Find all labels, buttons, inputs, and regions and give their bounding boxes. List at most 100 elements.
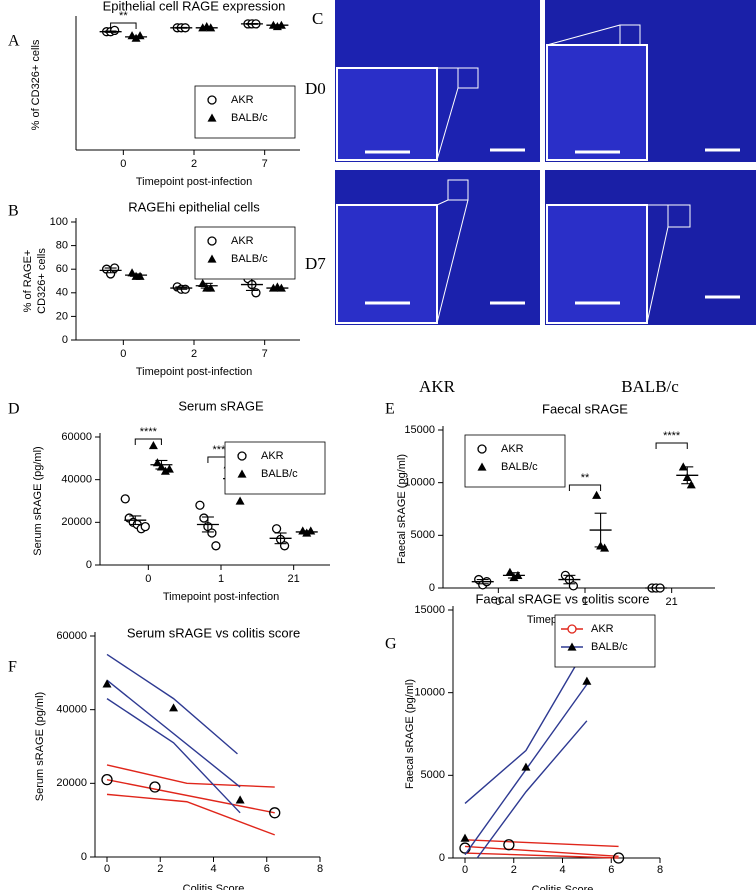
confidence-band [106, 653, 238, 755]
x-tick-label: 7 [262, 158, 268, 170]
point [149, 781, 161, 793]
chart-title: RAGEhi epithelial cells [128, 199, 260, 214]
x-tick-label: 4 [210, 863, 216, 875]
chart-title: Serum sRAGE vs colitis score [127, 625, 300, 640]
error-bar [175, 26, 188, 29]
x-tick-label: 2 [191, 348, 197, 360]
row-label: D0 [305, 79, 326, 98]
significance: **** [663, 430, 681, 442]
chart-title: Faecal sRAGE vs colitis score [475, 591, 649, 606]
point [195, 500, 205, 510]
y-tick-label: 100 [50, 216, 68, 228]
x-tick-label: 1 [218, 573, 224, 585]
y-tick-label: 60000 [56, 630, 87, 642]
panel-letter: E [385, 401, 395, 418]
x-tick-label: 0 [120, 158, 126, 170]
point [169, 703, 179, 712]
point [582, 676, 592, 685]
error-bar [594, 512, 607, 548]
panel-letter: C [312, 9, 323, 28]
y-tick-label: 15000 [414, 604, 445, 616]
point [101, 774, 113, 786]
x-tick-label: 1 [582, 596, 588, 608]
y-tick-label: 10000 [414, 687, 445, 699]
y-tick-label: 20000 [56, 777, 87, 789]
y-tick-label: 60000 [61, 431, 92, 443]
point [521, 762, 531, 771]
y-tick-label: 5000 [411, 529, 435, 541]
error-bar [104, 267, 117, 274]
y-axis-label: Faecal sRAGE (pg/ml) [404, 679, 416, 789]
legend-label: BALB/c [501, 461, 538, 473]
point [160, 466, 170, 475]
legend-label: BALB/c [591, 641, 628, 653]
error-bar [271, 24, 284, 27]
legend-marker [237, 451, 247, 461]
point [459, 842, 471, 854]
y-tick-label: 5000 [421, 769, 445, 781]
bracket [568, 484, 602, 491]
x-tick-label: 7 [262, 348, 268, 360]
legend-label: AKR [501, 443, 524, 455]
error-bar [200, 282, 213, 289]
zoom-lines [436, 24, 691, 324]
x-tick-label: 0 [495, 596, 501, 608]
panel-letter: G [385, 636, 397, 653]
legend-label: AKR [591, 623, 614, 635]
error-bar [200, 26, 213, 29]
y-tick-label: 0 [429, 582, 435, 594]
point [460, 833, 470, 842]
y-axis-label: % of CD326+ cells [30, 39, 42, 130]
y-tick-label: 0 [86, 559, 92, 571]
y-axis-label: Serum sRAGE (pg/ml) [34, 692, 46, 801]
confidence-band [106, 764, 275, 788]
panel-letter: D [8, 401, 20, 418]
error-bar [129, 515, 142, 526]
y-tick-label: 15000 [404, 424, 435, 436]
point [109, 25, 120, 36]
error-bar [104, 30, 117, 33]
inset [336, 67, 438, 161]
x-tick-label: 21 [666, 596, 678, 608]
panel-letter: F [8, 659, 17, 676]
y-axis-label: Serum sRAGE (pg/ml) [32, 446, 44, 555]
error-bar [130, 273, 143, 277]
y-tick-label: 10000 [404, 477, 435, 489]
x-tick-label: 0 [145, 573, 151, 585]
x-tick-label: 0 [104, 863, 110, 875]
y-tick-label: 20 [56, 310, 68, 322]
legend-marker [567, 624, 577, 634]
x-tick-label: 6 [608, 864, 614, 876]
legend-label: BALB/c [261, 468, 298, 480]
y-tick-label: 40000 [61, 474, 92, 486]
legend-marker [477, 444, 487, 454]
error-bar [201, 516, 214, 533]
row-label: D7 [305, 254, 326, 273]
x-tick-label: 2 [191, 158, 197, 170]
inset [336, 204, 438, 324]
error-bar [681, 466, 694, 485]
point [592, 490, 602, 499]
micrograph-panel: C D0 D7 AKR BALB/c [305, 0, 756, 396]
point [612, 852, 625, 864]
x-tick-label: 6 [264, 863, 270, 875]
y-tick-label: 40000 [56, 704, 87, 716]
point [140, 521, 150, 532]
y-tick-label: 0 [81, 851, 87, 863]
point [686, 480, 696, 489]
error-bar [274, 532, 287, 545]
legend-marker [207, 254, 217, 263]
point [503, 839, 515, 851]
y-tick-label: 60 [56, 263, 68, 275]
x-tick-label: 4 [559, 864, 565, 876]
legend-box [554, 614, 656, 668]
error-bar [245, 22, 258, 25]
error-bar [563, 574, 576, 585]
point [269, 807, 281, 819]
point [120, 494, 130, 504]
chart-title: Serum sRAGE [178, 398, 264, 413]
point [164, 464, 174, 473]
fit-line [106, 778, 275, 814]
y-tick-label: 20000 [61, 516, 92, 528]
error-bar [476, 579, 489, 585]
